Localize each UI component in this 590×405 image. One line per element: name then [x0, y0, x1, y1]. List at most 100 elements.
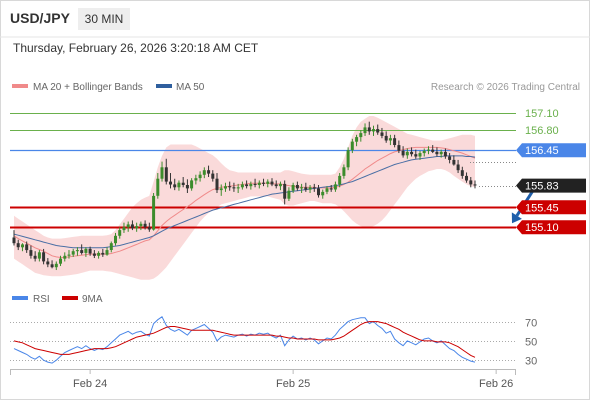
- candle-body: [143, 223, 147, 228]
- candle-body: [71, 251, 75, 255]
- level-label-156.45: 156.45: [525, 145, 559, 157]
- candle-body: [126, 224, 130, 228]
- candle-body: [262, 182, 265, 184]
- rsi-tick-label: 30: [525, 356, 537, 368]
- candle-body: [308, 187, 312, 190]
- candle-body: [456, 164, 460, 171]
- candle-body: [473, 184, 477, 186]
- candle-body: [338, 175, 342, 185]
- legend-label-9ma: 9MA: [82, 294, 103, 305]
- candle-body: [130, 224, 134, 229]
- candle-body: [16, 243, 20, 248]
- candle-body: [355, 137, 359, 142]
- candle-body: [228, 186, 232, 188]
- candle-body: [33, 255, 37, 259]
- candle-body: [397, 145, 401, 151]
- candle-body: [384, 135, 388, 141]
- candle-body: [37, 252, 41, 259]
- legend-swatch-ma20: [12, 84, 28, 88]
- candle-body: [405, 151, 409, 156]
- candle-body: [160, 167, 164, 179]
- candle-body: [266, 181, 270, 184]
- rsi-9ma-line: [13, 321, 476, 358]
- candle-body: [465, 175, 468, 181]
- bollinger-band-layer: [14, 116, 475, 280]
- candle-body: [317, 188, 320, 196]
- candle-body: [207, 170, 211, 174]
- candle-body: [418, 153, 422, 157]
- candle-body: [164, 167, 168, 182]
- candle-body: [363, 127, 367, 134]
- candle-body: [59, 258, 62, 264]
- candle-body: [88, 248, 92, 254]
- candle-body: [469, 180, 473, 185]
- candle-body: [198, 174, 202, 179]
- candle-body: [388, 138, 392, 141]
- candle-body: [122, 227, 126, 231]
- candle-body: [257, 182, 261, 185]
- level-tag-155.10: [516, 220, 586, 235]
- candle-body: [211, 173, 215, 179]
- timeframe-badge[interactable]: [78, 8, 130, 30]
- legend-swatch-9ma: [62, 296, 78, 300]
- legend-swatch-ma50: [156, 84, 172, 88]
- candle-body: [173, 184, 177, 188]
- candle-body: [42, 252, 46, 262]
- candle-body: [236, 187, 240, 189]
- candle-body: [80, 250, 84, 253]
- candle-body: [219, 188, 223, 191]
- candle-body: [359, 133, 363, 138]
- forecast-arrow-head: [511, 212, 522, 224]
- candle-body: [325, 188, 329, 192]
- legend-label-rsi: RSI: [33, 294, 50, 305]
- candle-body: [177, 182, 181, 188]
- candle-body: [152, 195, 156, 230]
- candle-body: [232, 187, 236, 189]
- candles-layer: [12, 121, 477, 271]
- candle-body: [439, 151, 443, 155]
- candle-body: [435, 151, 439, 155]
- candle-body: [190, 180, 194, 189]
- x-axis-ticks: Feb 24 Feb 25 Feb 26: [73, 369, 513, 390]
- candle-body: [63, 255, 67, 259]
- candle-body: [156, 178, 160, 196]
- candle-body: [84, 248, 88, 253]
- legend-swatch-rsi: [12, 296, 28, 300]
- ma20-line: [13, 146, 476, 258]
- candle-body: [194, 178, 198, 181]
- candle-body: [54, 263, 58, 268]
- candle-body: [253, 183, 257, 185]
- candle-body: [410, 151, 414, 155]
- rsi-tick-label: 70: [525, 318, 537, 330]
- candle-body: [240, 184, 244, 188]
- candle-body: [202, 170, 206, 175]
- candle-body: [215, 178, 219, 191]
- candle-body: [50, 264, 54, 268]
- candle-body: [75, 250, 79, 252]
- moving-average-layer: [13, 146, 476, 258]
- rsi-tick-label: 50: [525, 337, 537, 349]
- candle-body: [448, 156, 452, 160]
- candle-body: [181, 182, 185, 185]
- candle-body: [97, 252, 101, 256]
- level-label-155.45: 155.45: [525, 202, 559, 214]
- datetime-label: Thursday, February 26, 2026 3:20:18 AM C…: [13, 41, 259, 55]
- candle-body: [135, 226, 139, 229]
- candle-body: [105, 250, 109, 255]
- level-lines-layer: [10, 113, 516, 229]
- candle-body: [92, 253, 96, 256]
- candle-body: [114, 235, 117, 244]
- candle-body: [291, 185, 295, 191]
- level-label-157.10: 157.10: [525, 108, 559, 120]
- candle-body: [443, 151, 447, 157]
- candle-body: [460, 170, 464, 176]
- bollinger-band: [14, 116, 475, 280]
- candle-body: [278, 183, 282, 187]
- candle-body: [372, 129, 375, 132]
- candle-body: [380, 132, 384, 136]
- candle-body: [431, 149, 435, 152]
- candle-body: [25, 244, 29, 251]
- candle-body: [29, 250, 33, 256]
- candle-body: [333, 184, 337, 190]
